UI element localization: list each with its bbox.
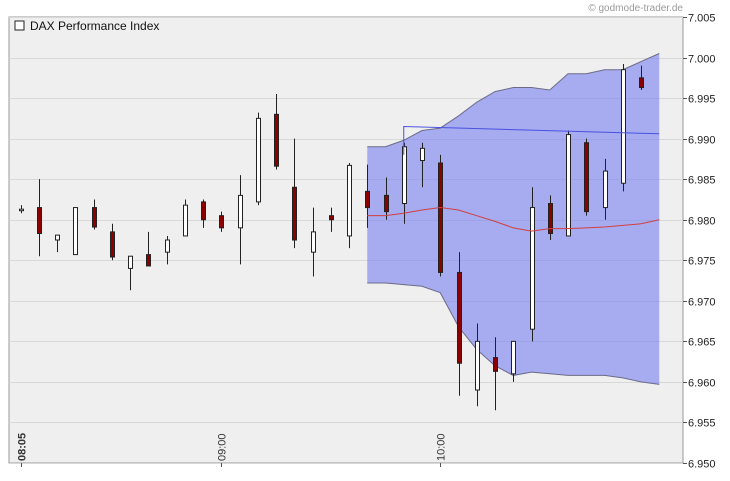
candle-body <box>566 134 571 237</box>
x-axis: 08:05 09:00 10:00 <box>17 433 448 467</box>
candle <box>402 142 407 224</box>
y-tick-label: 6.980 <box>688 216 716 228</box>
candle-body <box>548 203 553 235</box>
trendline <box>403 125 660 155</box>
candle-body <box>511 340 516 375</box>
candle-body <box>201 201 206 221</box>
y-tick-label: 6.975 <box>688 256 716 268</box>
y-tick-label: 7.005 <box>688 13 716 25</box>
candle-body <box>420 147 425 162</box>
y-tick-label: 6.970 <box>688 297 716 309</box>
candle <box>37 179 42 257</box>
candle <box>347 162 352 249</box>
candle <box>548 195 553 240</box>
candle-body <box>311 231 316 253</box>
candle <box>165 235 170 265</box>
candle <box>475 323 480 407</box>
candle <box>530 187 535 342</box>
candle-body <box>274 113 279 167</box>
candle <box>511 340 516 382</box>
y-tick-label: 6.955 <box>688 418 716 430</box>
x-tick-label: 10:00 <box>436 433 448 461</box>
candle <box>311 207 316 277</box>
candle <box>219 211 224 232</box>
legend-label: DAX Performance Index <box>30 19 159 33</box>
candle-body <box>110 231 115 258</box>
candle-body <box>402 146 407 205</box>
legend-swatch <box>14 20 25 31</box>
candle <box>438 154 443 277</box>
candle-body <box>92 207 97 228</box>
y-tick-label: 6.950 <box>688 459 716 471</box>
candle <box>329 207 334 232</box>
candle <box>603 158 608 220</box>
candle-body <box>639 77 644 89</box>
candle-body <box>603 170 608 209</box>
candle-body <box>73 207 78 256</box>
candle-body <box>55 234 60 241</box>
candle <box>621 64 626 192</box>
candlesticks <box>19 64 644 411</box>
watermark: © godmode-trader.de <box>588 3 683 14</box>
candle <box>183 199 188 237</box>
y-tick-label: 6.995 <box>688 94 716 106</box>
x-tick-label: 08:05 <box>17 433 29 461</box>
candle <box>201 199 206 228</box>
candle <box>73 207 78 256</box>
y-axis: 6.950 6.955 6.960 6.965 6.970 6.975 6.980 6.985… <box>683 13 716 471</box>
candle-body <box>183 204 188 237</box>
legend: DAX Performance Index <box>14 19 159 33</box>
candle-body <box>329 215 334 221</box>
x-tick-label: 09:00 <box>217 433 229 461</box>
candle-body <box>238 194 243 229</box>
candle-body <box>37 207 42 235</box>
candle-body <box>128 255 133 269</box>
candle-body <box>19 208 24 212</box>
y-tick-label: 6.985 <box>688 175 716 187</box>
candle <box>365 164 370 228</box>
candle-body <box>475 340 480 391</box>
candle-body <box>530 207 535 330</box>
candle <box>146 231 151 267</box>
candle <box>55 234 60 253</box>
candle <box>238 175 243 265</box>
candle-body <box>146 254 151 267</box>
candle-body <box>584 142 589 213</box>
candle <box>493 337 498 411</box>
candle-body <box>165 239 170 253</box>
candle-body <box>347 164 352 237</box>
candle <box>420 142 425 188</box>
candle-body <box>256 117 261 203</box>
candle <box>128 255 133 291</box>
y-tick-label: 6.960 <box>688 378 716 390</box>
y-tick-label: 7.000 <box>688 54 716 66</box>
candle-body <box>292 186 297 241</box>
candle-body <box>384 194 389 213</box>
candle <box>92 199 97 230</box>
candle <box>292 138 297 249</box>
candle <box>457 252 462 396</box>
candle <box>110 223 115 261</box>
y-tick-label: 6.990 <box>688 135 716 147</box>
candle-body <box>493 357 498 372</box>
candle <box>639 65 644 90</box>
channel-upper <box>367 53 660 148</box>
midline <box>367 207 660 232</box>
candle-body <box>621 69 626 184</box>
channel-fill <box>367 53 660 385</box>
candle <box>566 130 571 237</box>
candle <box>384 177 389 220</box>
candle <box>19 205 24 214</box>
candle-body <box>457 271 462 364</box>
candle <box>256 112 261 206</box>
candle <box>274 94 279 170</box>
candle <box>584 138 589 216</box>
candle-body <box>365 190 370 209</box>
candle-body <box>219 215 224 229</box>
y-tick-label: 6.965 <box>688 337 716 349</box>
candle-body <box>438 162 443 273</box>
indicator-lines <box>367 125 660 232</box>
